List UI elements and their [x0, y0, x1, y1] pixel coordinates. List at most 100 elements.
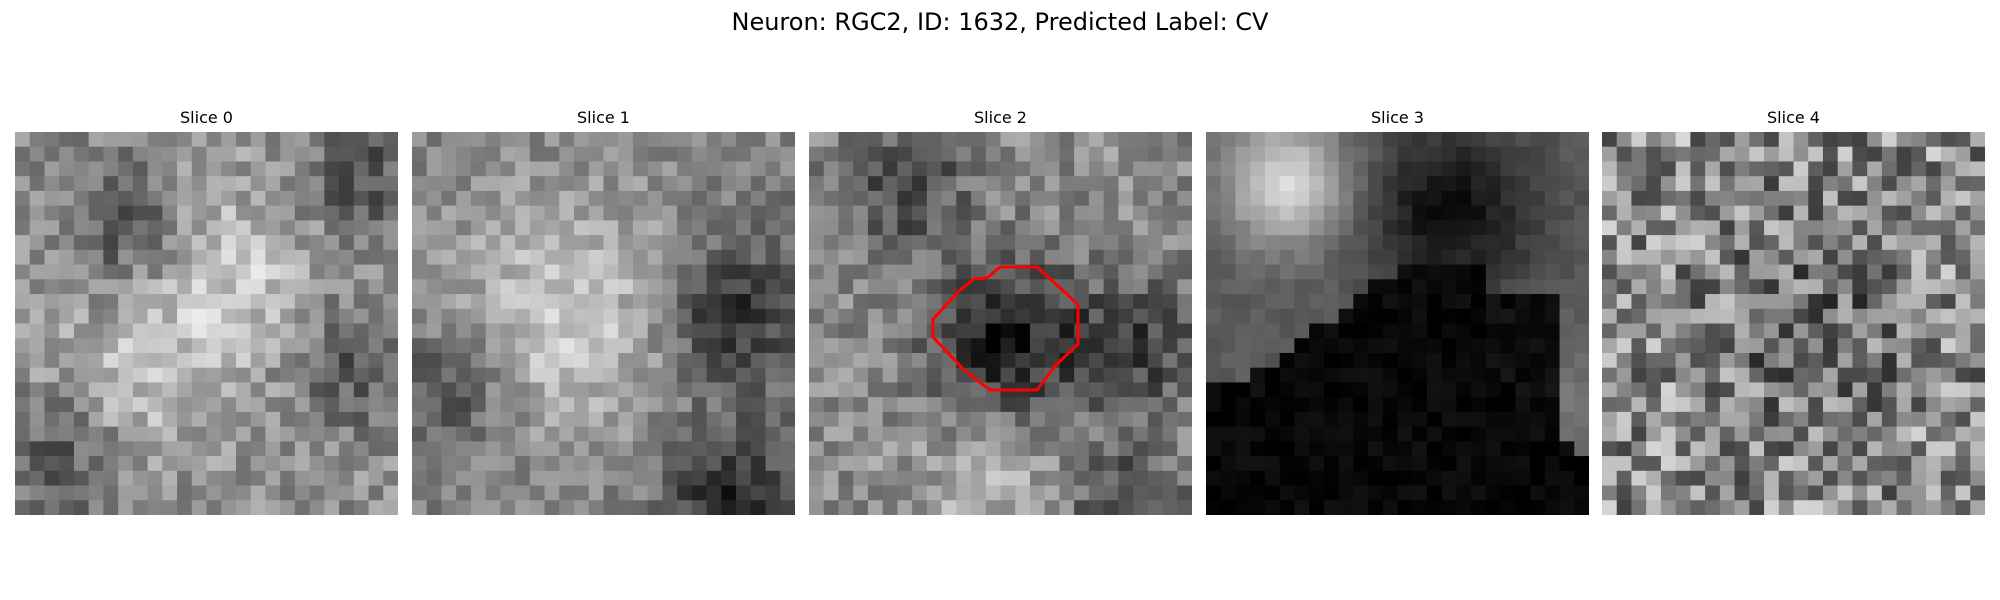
slice-pixel: [941, 323, 957, 339]
slice-pixel: [485, 294, 501, 310]
slice-pixel: [867, 176, 884, 192]
slice-pixel: [662, 190, 678, 207]
slice-pixel: [647, 220, 664, 236]
slice-pixel: [1441, 264, 1458, 280]
slice-pixel: [59, 146, 75, 163]
slice-pixel: [353, 205, 370, 221]
slice-pixel: [1456, 176, 1472, 192]
slice-pixel: [941, 426, 957, 442]
slice-pixel: [1660, 485, 1677, 501]
slice-pixel: [1338, 279, 1354, 295]
slice-pixel: [1133, 176, 1149, 192]
slice-pixel: [118, 190, 134, 207]
slice-pixel: [1441, 441, 1458, 457]
slice-pixel: [1631, 397, 1647, 413]
slice-pixel: [1616, 249, 1633, 266]
slice-pixel: [1471, 132, 1487, 148]
slice-pixel: [235, 338, 252, 354]
slice-pixel: [1147, 205, 1164, 221]
slice-pixel: [780, 205, 795, 221]
slice-pixel: [1955, 264, 1971, 280]
slice-pixel: [632, 279, 649, 295]
slice-pixel: [691, 352, 708, 369]
slice-pixel: [1690, 132, 1706, 148]
slice-pixel: [500, 323, 516, 339]
slice-pixel: [500, 176, 516, 192]
slice-pixel: [500, 456, 516, 472]
slice-pixel: [1616, 485, 1633, 501]
slice-pixel: [294, 352, 311, 369]
slice-pixel: [823, 294, 840, 310]
slice-pixel: [1074, 456, 1090, 472]
slice-pixel: [191, 294, 208, 310]
slice-pixel: [1970, 382, 1985, 398]
slice-pixel: [515, 235, 531, 251]
slice-pixel: [118, 441, 134, 457]
slice-pixel: [1264, 176, 1281, 192]
slice-pixel: [191, 456, 208, 472]
slice-pixel: [956, 308, 972, 325]
slice-pixel: [1559, 161, 1575, 177]
slice-pixel: [882, 426, 898, 442]
slice-pixel: [603, 441, 619, 457]
slice-pixel: [1822, 235, 1839, 251]
slice-pixel: [1852, 132, 1868, 148]
slice-pixel: [1778, 176, 1795, 192]
slice-pixel: [1412, 294, 1428, 310]
slice-pixel: [1279, 308, 1295, 325]
slice-pixel: [544, 220, 560, 236]
slice-pixel: [191, 176, 208, 192]
slice-pixel: [1544, 352, 1561, 369]
slice-pixel: [736, 279, 752, 295]
slice-pixel: [1500, 411, 1516, 428]
slice-pixel: [426, 205, 443, 221]
slice-pixel: [603, 382, 619, 398]
slice-pixel: [353, 176, 370, 192]
slice-pixel: [632, 220, 649, 236]
slice-pixel: [750, 426, 767, 442]
slice-pixel: [1734, 190, 1750, 207]
slice-pixel: [985, 235, 1002, 251]
slice-pixel: [1852, 190, 1868, 207]
slice-pixel: [706, 132, 722, 148]
slice-pixel: [412, 382, 428, 398]
slice-pixel: [221, 352, 237, 369]
slice-pixel: [1059, 500, 1075, 515]
slice-pixel: [1220, 397, 1237, 413]
slice-pixel: [1778, 470, 1795, 487]
slice-pixel: [1705, 146, 1721, 163]
slice-pixel: [1382, 176, 1399, 192]
slice-pixel: [941, 500, 957, 515]
slice-pixel: [662, 146, 678, 163]
slice-pixel: [1690, 338, 1706, 354]
slice-pixel: [574, 235, 590, 251]
slice-pixel: [1397, 146, 1413, 163]
slice-pixel: [265, 176, 281, 192]
slice-pixel: [912, 485, 928, 501]
slice-pixel: [823, 132, 840, 148]
slice-pixel: [1044, 456, 1061, 472]
slice-pixel: [1515, 382, 1531, 398]
slice-pixel: [280, 470, 296, 487]
slice-pixel: [809, 426, 825, 442]
slice-pixel: [1059, 485, 1075, 501]
slice-pixel: [882, 338, 898, 354]
slice-pixel: [1911, 264, 1927, 280]
slice-pixel: [353, 382, 370, 398]
slice-pixel: [1778, 500, 1795, 515]
slice-pixel: [1250, 190, 1266, 207]
slice-pixel: [647, 485, 664, 501]
slice-pixel: [926, 323, 943, 339]
slice-pixel: [59, 441, 75, 457]
slice-pixel: [1940, 411, 1957, 428]
slice-pixel: [1382, 338, 1399, 354]
slice-pixel: [147, 441, 163, 457]
slice-pixel: [368, 367, 384, 384]
slice-pixel: [897, 500, 913, 515]
slice-pixel: [1911, 308, 1927, 325]
slice-pixel: [1147, 294, 1164, 310]
slice-pixel: [1530, 220, 1546, 236]
slice-pixel: [1177, 470, 1192, 487]
slice-pixel: [1471, 190, 1487, 207]
slice-pixel: [250, 323, 267, 339]
